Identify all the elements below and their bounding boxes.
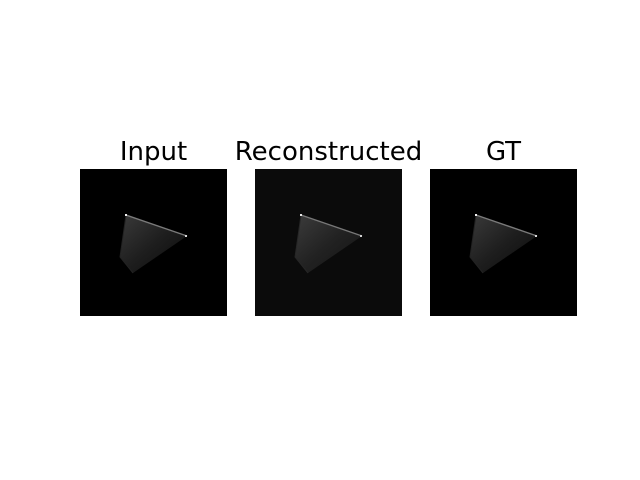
gt-highlight-dot [475,214,477,216]
input-pyramid-shape [120,215,187,273]
gt-pyramid-edge-lower [469,214,484,274]
panel-reconstructed: Reconstructed [235,0,422,480]
input-pyramid-edge [125,214,188,237]
reconstructed-image [255,169,402,316]
panel-gt: GT [430,0,577,480]
panel-input: Input [80,0,227,480]
panel-title-reconstructed: Reconstructed [234,137,423,167]
reconstructed-pyramid-edge-lower [294,214,309,274]
input-highlight-dot-right [185,235,187,237]
input-image [80,169,227,316]
gt-highlight-dot-right [535,235,537,237]
input-pyramid-edge-lower [119,214,134,274]
reconstructed-highlight-dot-right [360,235,362,237]
panel-title-gt: GT [485,137,522,167]
gt-image [430,169,577,316]
reconstructed-highlight-dot [300,214,302,216]
gt-pyramid-shape [470,215,537,273]
gt-pyramid-edge [475,214,538,237]
reconstructed-pyramid-shape [295,215,362,273]
panel-title-input: Input [119,137,188,167]
input-highlight-dot [125,214,127,216]
reconstructed-pyramid-edge [300,214,363,237]
